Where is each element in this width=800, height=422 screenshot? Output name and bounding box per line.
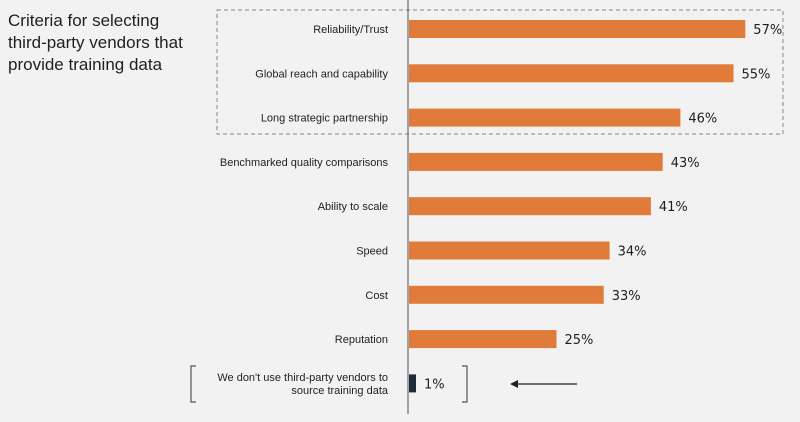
bar (409, 152, 663, 171)
value-label: 46% (688, 112, 717, 127)
value-label: 33% (612, 289, 641, 304)
category-label: We don't use third-party vendors to sourc… (217, 372, 389, 397)
category-label: Speed (356, 246, 388, 258)
left-bracket (190, 365, 196, 403)
category-label: Long strategic partnership (261, 113, 388, 125)
bar (409, 197, 651, 216)
value-label: 43% (671, 156, 700, 171)
category-label: Reputation (335, 334, 388, 346)
value-label: 55% (742, 67, 771, 82)
value-label: 41% (659, 200, 688, 215)
value-labels-group: 57% 55% 46% 43% 41% 34% 33% 25% 1% (424, 23, 782, 392)
category-label: Cost (365, 290, 388, 302)
category-label: Reliability/Trust (313, 24, 388, 36)
arrow-icon (510, 380, 518, 388)
value-label: 1% (424, 377, 445, 392)
value-label: 25% (565, 333, 594, 348)
chart-title: Criteria for selecting third-party vendo… (8, 11, 183, 74)
category-labels-group: Reliability/Trust Global reach and capabi… (217, 24, 389, 397)
bar (409, 330, 557, 349)
right-bracket (462, 365, 468, 403)
bar (409, 64, 734, 83)
value-label: 57% (753, 23, 782, 38)
bars-group (409, 20, 746, 393)
category-label: Global reach and capability (255, 68, 388, 80)
bar (409, 285, 604, 304)
top-criteria-highlight-box (216, 9, 784, 135)
bar (409, 241, 610, 260)
bar (409, 374, 416, 393)
value-label: 34% (618, 245, 647, 260)
category-label: Benchmarked quality comparisons (220, 157, 389, 169)
bar (409, 108, 681, 127)
category-label: Ability to scale (318, 201, 388, 213)
bar (409, 20, 746, 38)
